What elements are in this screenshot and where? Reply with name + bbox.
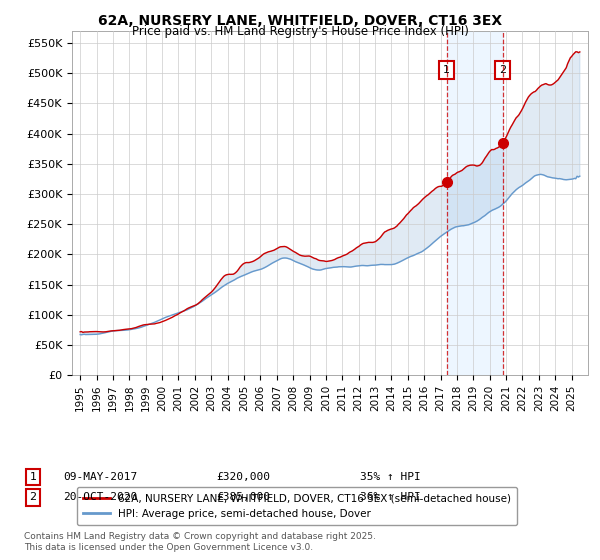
Text: Price paid vs. HM Land Registry's House Price Index (HPI): Price paid vs. HM Land Registry's House … bbox=[131, 25, 469, 38]
Text: 20-OCT-2020: 20-OCT-2020 bbox=[63, 492, 137, 502]
Text: £320,000: £320,000 bbox=[216, 472, 270, 482]
Legend: 62A, NURSERY LANE, WHITFIELD, DOVER, CT16 3EX (semi-detached house), HPI: Averag: 62A, NURSERY LANE, WHITFIELD, DOVER, CT1… bbox=[77, 487, 517, 525]
Text: 2: 2 bbox=[29, 492, 37, 502]
Text: 1: 1 bbox=[443, 65, 450, 75]
Text: 36% ↑ HPI: 36% ↑ HPI bbox=[360, 492, 421, 502]
Text: 1: 1 bbox=[29, 472, 37, 482]
Text: 09-MAY-2017: 09-MAY-2017 bbox=[63, 472, 137, 482]
Text: 35% ↑ HPI: 35% ↑ HPI bbox=[360, 472, 421, 482]
Text: 2: 2 bbox=[499, 65, 506, 75]
Text: 62A, NURSERY LANE, WHITFIELD, DOVER, CT16 3EX: 62A, NURSERY LANE, WHITFIELD, DOVER, CT1… bbox=[98, 14, 502, 28]
Text: £385,000: £385,000 bbox=[216, 492, 270, 502]
Text: Contains HM Land Registry data © Crown copyright and database right 2025.
This d: Contains HM Land Registry data © Crown c… bbox=[24, 532, 376, 552]
Bar bbox=[446, 31, 503, 375]
